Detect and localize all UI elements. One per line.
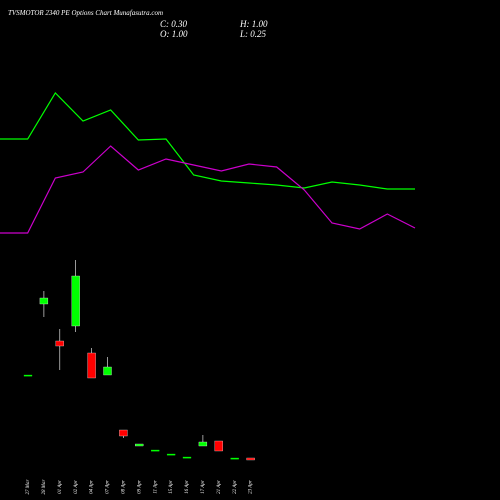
x-tick-label: 01 Apr [58, 480, 63, 494]
x-tick-label: 23 Apr [249, 480, 254, 494]
candle-body [103, 366, 112, 376]
x-tick-label: 04 Apr [90, 480, 95, 494]
candle-body [87, 352, 96, 379]
x-tick-label: 16 Apr [185, 480, 190, 494]
candle-body [39, 297, 49, 305]
candle-body [230, 457, 239, 460]
close-text: C: 0.30 [160, 19, 188, 29]
candle-body [119, 429, 128, 437]
x-tick-label: 07 Apr [106, 480, 111, 494]
candle-body [71, 275, 80, 327]
candle-body [246, 457, 255, 461]
x-tick-label: 17 Apr [201, 480, 206, 494]
candle-body [214, 440, 223, 452]
x-tick-label: 27 Mar [26, 480, 31, 495]
x-tick-label: 08 Apr [122, 480, 127, 494]
candle-body [23, 374, 33, 377]
high-text: H: 1.00 [239, 19, 268, 29]
candle-body [135, 443, 144, 447]
x-tick-label: 22 Apr [233, 480, 238, 494]
line-series [0, 92, 415, 190]
chart-title: TVSMOTOR 2340 PE Options Chart Munafasut… [8, 9, 163, 17]
x-tick-label: 21 Apr [217, 480, 222, 494]
x-tick-label: 02 Apr [74, 480, 79, 494]
line-series [0, 145, 416, 234]
low-text: L: 0.25 [239, 29, 267, 39]
candle-body [182, 456, 192, 459]
candle-body [151, 449, 160, 452]
x-tick-label: 11 Apr [153, 480, 158, 493]
candle-body [55, 340, 64, 347]
x-tick-label: 28 Mar [42, 480, 47, 495]
candle-body [166, 453, 176, 456]
open-text: O: 1.00 [160, 29, 188, 39]
x-tick-label: 15 Apr [169, 480, 174, 494]
x-tick-label: 09 Apr [137, 480, 142, 494]
candle-body [198, 441, 208, 447]
